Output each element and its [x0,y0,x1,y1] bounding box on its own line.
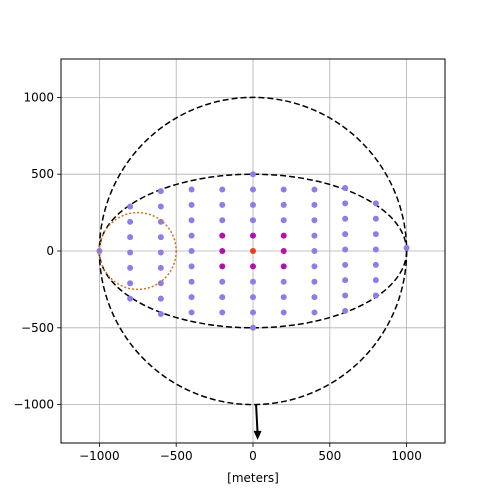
data-point [157,295,164,302]
y-tick-label: −1000 [13,398,54,412]
data-point [342,215,349,222]
data-point [127,295,134,302]
data-point [372,231,379,238]
data-point [219,309,226,316]
data-point [342,307,349,314]
data-point [280,294,287,301]
data-point [157,218,164,225]
data-point [188,217,195,224]
data-point [250,186,256,193]
data-point [219,201,226,208]
data-point [311,263,318,270]
data-point [127,234,134,241]
data-point [250,217,256,224]
data-point [280,278,287,285]
data-point [250,232,256,239]
x-axis-label: [meters] [227,471,279,485]
data-point [372,215,379,222]
data-point [157,249,164,256]
data-point [157,310,164,317]
data-point [127,203,134,210]
data-point [157,264,164,271]
data-point [342,277,349,284]
data-point [188,294,195,301]
data-point [372,200,379,207]
data-point [250,278,256,285]
data-point [250,248,256,254]
data-point [250,324,256,331]
data-point [250,201,256,208]
data-point [157,188,164,195]
data-point [311,309,318,316]
data-point [219,263,226,270]
y-tick-label: 1000 [23,90,54,104]
data-point [372,261,379,268]
data-point [280,248,287,254]
data-point [342,200,349,207]
data-point [280,309,287,316]
data-point [280,232,287,239]
data-point [219,232,226,239]
data-point [250,171,256,178]
x-tick-label: −1000 [79,449,120,463]
data-point [188,278,195,285]
data-point [127,249,134,256]
arrow-shaft [255,404,259,434]
y-tick-label: 0 [46,244,54,258]
data-point [372,246,379,253]
x-tick-label: 1000 [391,449,422,463]
data-point [311,232,318,239]
data-point [372,292,379,299]
data-point [311,278,318,285]
data-point [280,201,287,208]
data-point [250,294,256,301]
x-tick-label: 0 [249,449,257,463]
y-tick-label: 500 [31,167,54,181]
x-tick-label: 500 [318,449,341,463]
arrow [253,404,262,440]
arrow-head [253,430,262,440]
data-point [188,248,195,254]
data-point [311,294,318,301]
data-point [188,186,195,193]
data-point [342,292,349,299]
data-point [342,246,349,253]
data-point [311,201,318,208]
y-tick-label: −500 [21,321,54,335]
data-point [342,231,349,238]
data-point [250,263,256,270]
data-point [372,277,379,284]
data-point [403,244,410,251]
data-point [127,280,134,287]
data-points [96,171,410,331]
data-point [311,217,318,224]
data-point [311,186,318,193]
small-circle [98,211,177,291]
data-point [219,186,226,193]
data-point [219,217,226,224]
axis-ticks: −1000 −500 0 500 1000 −1000 −500 0 500 1000 [13,90,421,463]
data-point [342,261,349,268]
x-tick-label: −500 [160,449,193,463]
data-point [342,185,349,192]
data-point [280,263,287,270]
data-point [219,278,226,285]
data-point [157,234,164,241]
data-point [188,232,195,239]
data-point [250,309,256,316]
data-point [157,280,164,287]
data-point [127,264,134,271]
data-point [311,248,318,254]
data-point [188,201,195,208]
data-point [188,263,195,270]
data-point [219,294,226,301]
data-point [188,309,195,316]
data-point [280,217,287,224]
data-point [219,248,226,254]
data-point [157,203,164,210]
data-point [280,186,287,193]
data-point [127,218,134,225]
